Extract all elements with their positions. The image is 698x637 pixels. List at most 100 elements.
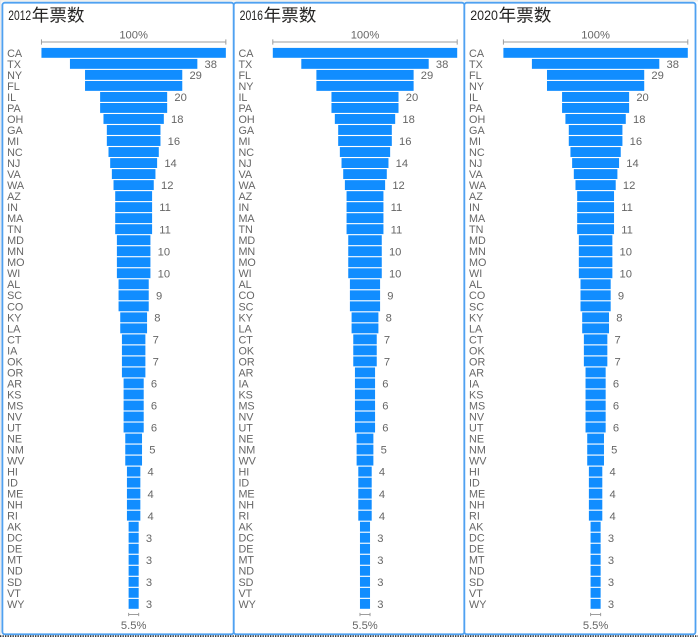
svg-text:AZ: AZ bbox=[238, 191, 252, 203]
svg-text:38: 38 bbox=[436, 59, 448, 71]
svg-text:SD: SD bbox=[238, 577, 253, 589]
svg-text:100%: 100% bbox=[581, 29, 610, 41]
svg-text:3: 3 bbox=[608, 577, 614, 589]
svg-text:6: 6 bbox=[613, 379, 619, 391]
svg-text:CT: CT bbox=[238, 334, 253, 346]
svg-text:KY: KY bbox=[7, 312, 21, 324]
svg-text:29: 29 bbox=[189, 70, 201, 82]
svg-text:VA: VA bbox=[469, 169, 483, 181]
svg-text:AK: AK bbox=[7, 522, 22, 534]
svg-text:3: 3 bbox=[377, 555, 383, 567]
svg-text:FL: FL bbox=[469, 70, 482, 82]
svg-text:MA: MA bbox=[469, 213, 486, 225]
svg-text:MS: MS bbox=[469, 400, 485, 412]
svg-text:CO: CO bbox=[469, 290, 485, 302]
svg-text:4: 4 bbox=[379, 489, 385, 501]
svg-text:GA: GA bbox=[7, 125, 23, 137]
svg-text:3: 3 bbox=[146, 533, 152, 545]
svg-text:RI: RI bbox=[7, 511, 18, 523]
svg-text:11: 11 bbox=[391, 224, 403, 236]
svg-text:NH: NH bbox=[7, 500, 23, 512]
svg-text:14: 14 bbox=[396, 158, 408, 170]
svg-text:RI: RI bbox=[238, 511, 249, 523]
svg-text:3: 3 bbox=[146, 599, 152, 611]
svg-text:CA: CA bbox=[469, 48, 485, 60]
svg-text:11: 11 bbox=[391, 202, 403, 214]
svg-text:GA: GA bbox=[238, 125, 254, 137]
svg-text:AL: AL bbox=[469, 279, 482, 291]
svg-text:VT: VT bbox=[469, 588, 483, 600]
svg-text:OH: OH bbox=[469, 114, 485, 126]
svg-text:HI: HI bbox=[238, 467, 249, 479]
svg-text:NC: NC bbox=[7, 147, 23, 159]
svg-text:DE: DE bbox=[7, 544, 22, 556]
svg-text:20: 20 bbox=[406, 92, 418, 104]
svg-text:7: 7 bbox=[153, 334, 159, 346]
svg-text:IL: IL bbox=[7, 92, 16, 104]
svg-text:FL: FL bbox=[238, 70, 251, 82]
svg-text:AR: AR bbox=[238, 367, 253, 379]
svg-text:NJ: NJ bbox=[469, 158, 482, 170]
svg-text:GA: GA bbox=[469, 125, 485, 137]
svg-text:VT: VT bbox=[238, 588, 252, 600]
svg-text:WV: WV bbox=[238, 456, 256, 468]
svg-text:MI: MI bbox=[7, 136, 19, 148]
svg-text:8: 8 bbox=[386, 312, 392, 324]
svg-text:11: 11 bbox=[621, 202, 633, 214]
svg-text:NH: NH bbox=[238, 500, 254, 512]
svg-text:3: 3 bbox=[377, 533, 383, 545]
svg-text:3: 3 bbox=[377, 599, 383, 611]
svg-text:OK: OK bbox=[469, 345, 485, 357]
svg-text:3: 3 bbox=[146, 577, 152, 589]
svg-text:SC: SC bbox=[7, 290, 22, 302]
svg-text:2020: 2020 bbox=[470, 8, 498, 23]
svg-text:WA: WA bbox=[238, 180, 256, 192]
svg-text:KS: KS bbox=[469, 389, 483, 401]
svg-text:VA: VA bbox=[238, 169, 252, 181]
svg-text:16: 16 bbox=[168, 136, 180, 148]
svg-text:MN: MN bbox=[7, 246, 24, 258]
svg-text:LA: LA bbox=[238, 323, 252, 335]
svg-text:VA: VA bbox=[7, 169, 21, 181]
svg-text:12: 12 bbox=[392, 180, 404, 192]
svg-text:6: 6 bbox=[382, 401, 388, 413]
svg-text:4: 4 bbox=[148, 467, 154, 479]
svg-text:100%: 100% bbox=[351, 29, 380, 41]
svg-text:PA: PA bbox=[7, 103, 21, 115]
svg-text:DC: DC bbox=[7, 533, 23, 545]
svg-text:29: 29 bbox=[421, 70, 433, 82]
svg-text:MT: MT bbox=[7, 555, 23, 567]
svg-text:5.5%: 5.5% bbox=[583, 620, 609, 632]
svg-text:ME: ME bbox=[469, 489, 485, 501]
svg-text:OH: OH bbox=[7, 114, 23, 126]
svg-text:MD: MD bbox=[7, 235, 24, 247]
svg-text:2012: 2012 bbox=[8, 8, 31, 23]
svg-text:WY: WY bbox=[238, 599, 255, 611]
svg-text:UT: UT bbox=[469, 422, 484, 434]
svg-text:MI: MI bbox=[238, 136, 250, 148]
svg-text:MD: MD bbox=[469, 235, 486, 247]
svg-text:AZ: AZ bbox=[469, 191, 483, 203]
svg-text:NM: NM bbox=[469, 445, 486, 457]
svg-text:8: 8 bbox=[616, 312, 622, 324]
svg-text:TX: TX bbox=[238, 59, 252, 71]
svg-text:NY: NY bbox=[238, 81, 253, 93]
svg-text:OH: OH bbox=[238, 114, 254, 126]
svg-text:MA: MA bbox=[7, 213, 24, 225]
svg-text:TN: TN bbox=[238, 224, 252, 236]
svg-text:6: 6 bbox=[151, 401, 157, 413]
svg-text:NE: NE bbox=[469, 434, 484, 446]
svg-text:NY: NY bbox=[469, 81, 484, 93]
svg-text:9: 9 bbox=[387, 290, 393, 302]
svg-text:6: 6 bbox=[382, 379, 388, 391]
svg-text:DC: DC bbox=[469, 533, 485, 545]
svg-text:ID: ID bbox=[238, 478, 249, 490]
svg-text:ME: ME bbox=[7, 489, 23, 501]
svg-text:NJ: NJ bbox=[238, 158, 251, 170]
svg-text:NC: NC bbox=[238, 147, 254, 159]
svg-text:ID: ID bbox=[7, 478, 18, 490]
svg-text:MO: MO bbox=[238, 257, 255, 269]
svg-text:NE: NE bbox=[238, 434, 253, 446]
svg-text:NY: NY bbox=[7, 70, 22, 82]
svg-text:SD: SD bbox=[7, 577, 22, 589]
